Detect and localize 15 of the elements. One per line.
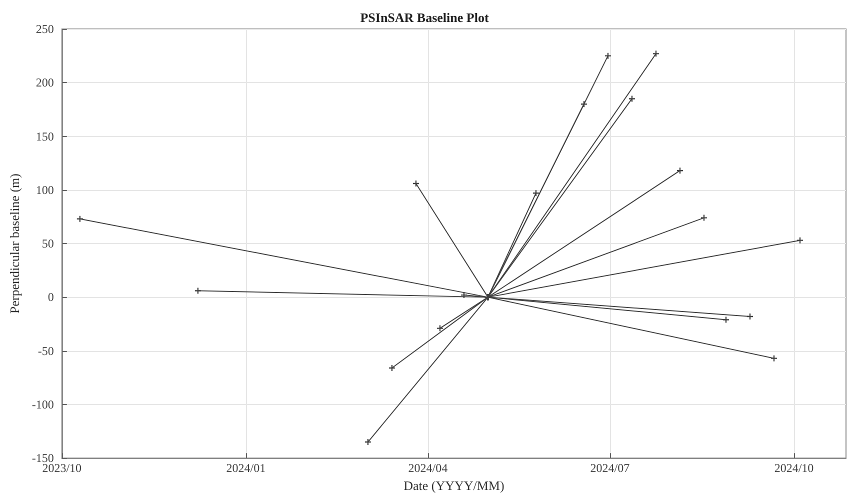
y-tick-label: 150 bbox=[36, 129, 54, 144]
y-axis-title: Perpendicular baseline (m) bbox=[7, 174, 22, 314]
y-tick-label: 100 bbox=[36, 182, 54, 197]
chart-title: PSInSAR Baseline Plot bbox=[360, 10, 490, 25]
y-tick-label: 200 bbox=[36, 76, 54, 90]
y-tick-label: 0 bbox=[48, 290, 54, 304]
y-tick-label: 250 bbox=[36, 22, 54, 36]
y-tick-label: -50 bbox=[38, 344, 54, 358]
x-axis-title: Date (YYYY/MM) bbox=[404, 478, 504, 493]
x-tick-label: 2024/01 bbox=[226, 461, 266, 476]
x-tick-label: 2024/10 bbox=[774, 461, 814, 476]
y-tick-label: -100 bbox=[32, 397, 54, 412]
y-tick-label: 50 bbox=[42, 236, 54, 251]
x-tick-label: 2024/04 bbox=[408, 461, 448, 476]
x-tick-label: 2024/07 bbox=[590, 461, 630, 476]
